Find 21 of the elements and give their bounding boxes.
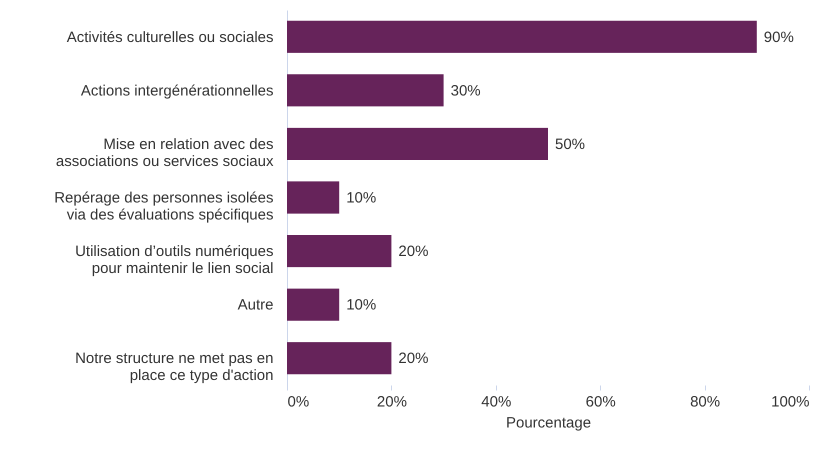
data-label: 20% bbox=[398, 350, 428, 368]
x-tick-label: 80% bbox=[690, 394, 720, 410]
y-tick-label: Actions intergénérationnelles bbox=[80, 82, 274, 100]
x-tick-label: 100% bbox=[771, 394, 810, 410]
y-tick-label: Repérage des personnes isolées via des évaluations spécifiques bbox=[54, 190, 274, 224]
x-tick-label: 20% bbox=[376, 394, 407, 410]
x-tick-label: 0% bbox=[288, 394, 310, 410]
data-label: 50% bbox=[555, 136, 586, 153]
x-axis-title: Pourcentage bbox=[506, 414, 592, 432]
data-label: 10% bbox=[346, 190, 376, 206]
data-label: 10% bbox=[346, 296, 376, 314]
y-tick-label: Utilisation d’outils numériques pour maintenir le lien social bbox=[75, 243, 274, 278]
data-label: 20% bbox=[398, 243, 428, 260]
data-label: 30% bbox=[450, 82, 481, 100]
x-tick-label: 60% bbox=[586, 394, 616, 410]
y-tick-label: Autre bbox=[238, 296, 274, 314]
y-tick-label: Mise en relation avec des associations ou services sociaux bbox=[56, 136, 274, 170]
y-tick-label: Notre structure ne met pas en place ce type d'action bbox=[75, 350, 274, 384]
x-tick-label: 40% bbox=[481, 394, 512, 410]
y-tick-label: Activités culturelles ou sociales bbox=[66, 28, 274, 46]
data-label: 90% bbox=[764, 28, 794, 46]
